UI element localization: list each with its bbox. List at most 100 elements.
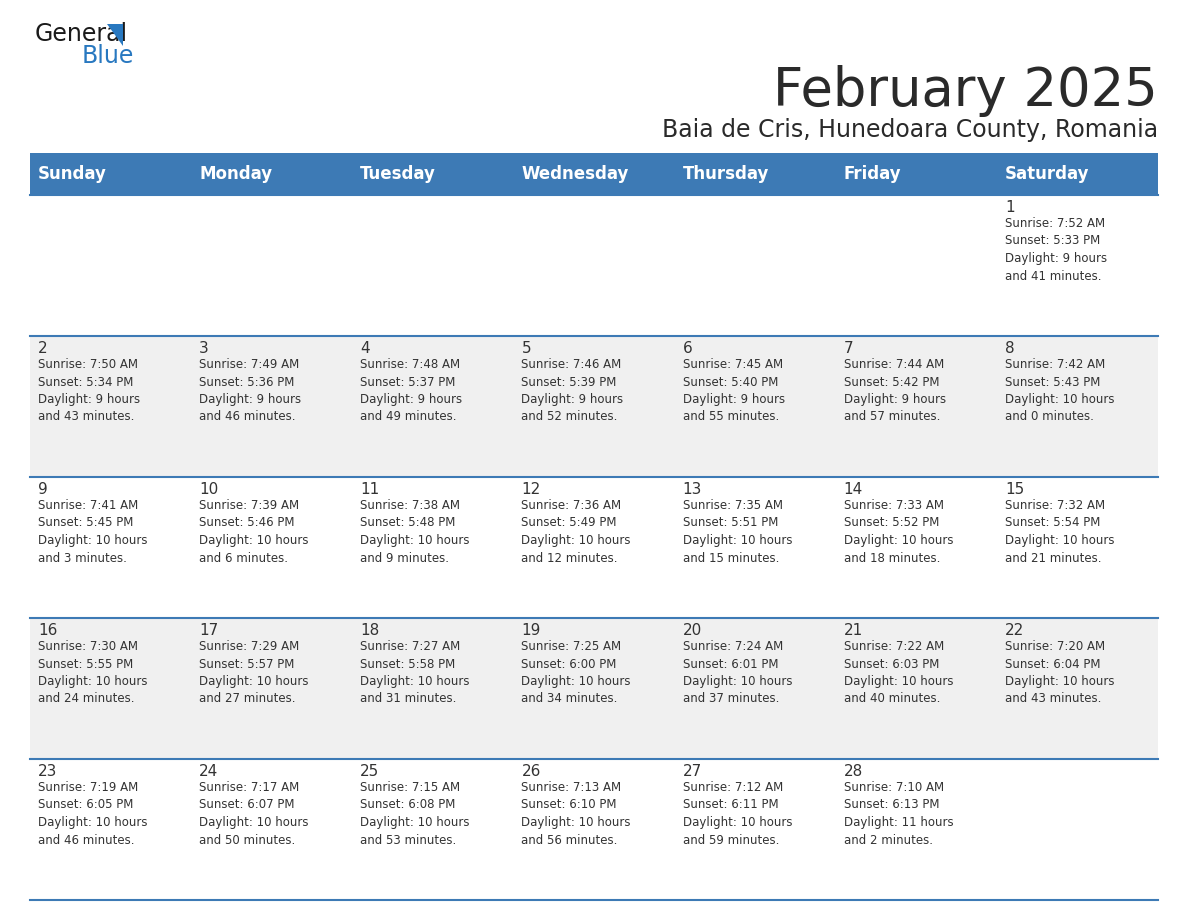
Text: Sunrise: 7:27 AM
Sunset: 5:58 PM
Daylight: 10 hours
and 31 minutes.: Sunrise: 7:27 AM Sunset: 5:58 PM Dayligh… bbox=[360, 640, 469, 706]
Bar bbox=[997, 477, 1158, 618]
Text: Thursday: Thursday bbox=[683, 165, 769, 183]
Text: 23: 23 bbox=[38, 764, 57, 779]
Text: Friday: Friday bbox=[843, 165, 902, 183]
Text: 8: 8 bbox=[1005, 341, 1015, 356]
Text: Sunrise: 7:32 AM
Sunset: 5:54 PM
Daylight: 10 hours
and 21 minutes.: Sunrise: 7:32 AM Sunset: 5:54 PM Dayligh… bbox=[1005, 499, 1114, 565]
Text: 9: 9 bbox=[38, 482, 48, 497]
Text: Blue: Blue bbox=[82, 44, 134, 68]
Text: 14: 14 bbox=[843, 482, 862, 497]
Bar bbox=[997, 618, 1158, 759]
Bar bbox=[30, 153, 191, 195]
Bar bbox=[835, 477, 997, 618]
Bar bbox=[191, 477, 353, 618]
Bar bbox=[191, 153, 353, 195]
Bar bbox=[835, 336, 997, 477]
Text: 24: 24 bbox=[200, 764, 219, 779]
Bar bbox=[191, 336, 353, 477]
Text: February 2025: February 2025 bbox=[773, 65, 1158, 117]
Text: Sunrise: 7:45 AM
Sunset: 5:40 PM
Daylight: 9 hours
and 55 minutes.: Sunrise: 7:45 AM Sunset: 5:40 PM Dayligh… bbox=[683, 358, 785, 423]
Text: Sunrise: 7:25 AM
Sunset: 6:00 PM
Daylight: 10 hours
and 34 minutes.: Sunrise: 7:25 AM Sunset: 6:00 PM Dayligh… bbox=[522, 640, 631, 706]
Text: 10: 10 bbox=[200, 482, 219, 497]
Text: 27: 27 bbox=[683, 764, 702, 779]
Bar bbox=[835, 195, 997, 336]
Bar bbox=[513, 336, 675, 477]
Bar bbox=[353, 195, 513, 336]
Text: Sunrise: 7:48 AM
Sunset: 5:37 PM
Daylight: 9 hours
and 49 minutes.: Sunrise: 7:48 AM Sunset: 5:37 PM Dayligh… bbox=[360, 358, 462, 423]
Text: Sunrise: 7:52 AM
Sunset: 5:33 PM
Daylight: 9 hours
and 41 minutes.: Sunrise: 7:52 AM Sunset: 5:33 PM Dayligh… bbox=[1005, 217, 1107, 283]
Bar bbox=[675, 759, 835, 900]
Text: Sunrise: 7:24 AM
Sunset: 6:01 PM
Daylight: 10 hours
and 37 minutes.: Sunrise: 7:24 AM Sunset: 6:01 PM Dayligh… bbox=[683, 640, 792, 706]
Text: 5: 5 bbox=[522, 341, 531, 356]
Bar bbox=[675, 618, 835, 759]
Text: Sunrise: 7:30 AM
Sunset: 5:55 PM
Daylight: 10 hours
and 24 minutes.: Sunrise: 7:30 AM Sunset: 5:55 PM Dayligh… bbox=[38, 640, 147, 706]
Bar bbox=[513, 477, 675, 618]
Text: 11: 11 bbox=[360, 482, 379, 497]
Bar bbox=[997, 336, 1158, 477]
Bar bbox=[835, 153, 997, 195]
Text: 12: 12 bbox=[522, 482, 541, 497]
Text: Sunrise: 7:12 AM
Sunset: 6:11 PM
Daylight: 10 hours
and 59 minutes.: Sunrise: 7:12 AM Sunset: 6:11 PM Dayligh… bbox=[683, 781, 792, 846]
Text: Sunrise: 7:35 AM
Sunset: 5:51 PM
Daylight: 10 hours
and 15 minutes.: Sunrise: 7:35 AM Sunset: 5:51 PM Dayligh… bbox=[683, 499, 792, 565]
Text: Sunrise: 7:10 AM
Sunset: 6:13 PM
Daylight: 11 hours
and 2 minutes.: Sunrise: 7:10 AM Sunset: 6:13 PM Dayligh… bbox=[843, 781, 953, 846]
Text: Sunrise: 7:29 AM
Sunset: 5:57 PM
Daylight: 10 hours
and 27 minutes.: Sunrise: 7:29 AM Sunset: 5:57 PM Dayligh… bbox=[200, 640, 309, 706]
Text: 22: 22 bbox=[1005, 623, 1024, 638]
Bar bbox=[835, 759, 997, 900]
Text: Sunrise: 7:19 AM
Sunset: 6:05 PM
Daylight: 10 hours
and 46 minutes.: Sunrise: 7:19 AM Sunset: 6:05 PM Dayligh… bbox=[38, 781, 147, 846]
Polygon shape bbox=[107, 24, 124, 46]
Text: Sunrise: 7:15 AM
Sunset: 6:08 PM
Daylight: 10 hours
and 53 minutes.: Sunrise: 7:15 AM Sunset: 6:08 PM Dayligh… bbox=[360, 781, 469, 846]
Bar bbox=[30, 477, 191, 618]
Text: 28: 28 bbox=[843, 764, 862, 779]
Bar bbox=[513, 759, 675, 900]
Bar bbox=[513, 153, 675, 195]
Text: Sunrise: 7:22 AM
Sunset: 6:03 PM
Daylight: 10 hours
and 40 minutes.: Sunrise: 7:22 AM Sunset: 6:03 PM Dayligh… bbox=[843, 640, 953, 706]
Bar bbox=[191, 618, 353, 759]
Text: 19: 19 bbox=[522, 623, 541, 638]
Bar bbox=[353, 759, 513, 900]
Text: 15: 15 bbox=[1005, 482, 1024, 497]
Bar bbox=[835, 618, 997, 759]
Bar bbox=[675, 153, 835, 195]
Text: 26: 26 bbox=[522, 764, 541, 779]
Text: Sunrise: 7:49 AM
Sunset: 5:36 PM
Daylight: 9 hours
and 46 minutes.: Sunrise: 7:49 AM Sunset: 5:36 PM Dayligh… bbox=[200, 358, 302, 423]
Text: General: General bbox=[34, 22, 128, 46]
Text: 2: 2 bbox=[38, 341, 48, 356]
Text: 4: 4 bbox=[360, 341, 369, 356]
Text: Saturday: Saturday bbox=[1005, 165, 1089, 183]
Text: Wednesday: Wednesday bbox=[522, 165, 628, 183]
Text: Sunrise: 7:44 AM
Sunset: 5:42 PM
Daylight: 9 hours
and 57 minutes.: Sunrise: 7:44 AM Sunset: 5:42 PM Dayligh… bbox=[843, 358, 946, 423]
Bar bbox=[675, 195, 835, 336]
Text: 16: 16 bbox=[38, 623, 57, 638]
Bar bbox=[353, 618, 513, 759]
Text: 18: 18 bbox=[360, 623, 379, 638]
Bar bbox=[353, 477, 513, 618]
Bar bbox=[353, 153, 513, 195]
Text: Baia de Cris, Hunedoara County, Romania: Baia de Cris, Hunedoara County, Romania bbox=[662, 118, 1158, 142]
Text: Sunrise: 7:46 AM
Sunset: 5:39 PM
Daylight: 9 hours
and 52 minutes.: Sunrise: 7:46 AM Sunset: 5:39 PM Dayligh… bbox=[522, 358, 624, 423]
Bar bbox=[30, 759, 191, 900]
Text: Sunrise: 7:17 AM
Sunset: 6:07 PM
Daylight: 10 hours
and 50 minutes.: Sunrise: 7:17 AM Sunset: 6:07 PM Dayligh… bbox=[200, 781, 309, 846]
Text: 1: 1 bbox=[1005, 200, 1015, 215]
Bar bbox=[513, 618, 675, 759]
Text: 3: 3 bbox=[200, 341, 209, 356]
Text: 7: 7 bbox=[843, 341, 853, 356]
Text: 13: 13 bbox=[683, 482, 702, 497]
Text: 21: 21 bbox=[843, 623, 862, 638]
Text: Sunrise: 7:39 AM
Sunset: 5:46 PM
Daylight: 10 hours
and 6 minutes.: Sunrise: 7:39 AM Sunset: 5:46 PM Dayligh… bbox=[200, 499, 309, 565]
Bar bbox=[675, 336, 835, 477]
Text: Sunrise: 7:13 AM
Sunset: 6:10 PM
Daylight: 10 hours
and 56 minutes.: Sunrise: 7:13 AM Sunset: 6:10 PM Dayligh… bbox=[522, 781, 631, 846]
Text: Monday: Monday bbox=[200, 165, 272, 183]
Bar bbox=[191, 195, 353, 336]
Bar bbox=[513, 195, 675, 336]
Bar bbox=[675, 477, 835, 618]
Bar bbox=[353, 336, 513, 477]
Text: Sunrise: 7:50 AM
Sunset: 5:34 PM
Daylight: 9 hours
and 43 minutes.: Sunrise: 7:50 AM Sunset: 5:34 PM Dayligh… bbox=[38, 358, 140, 423]
Bar bbox=[997, 195, 1158, 336]
Bar bbox=[997, 153, 1158, 195]
Text: Sunrise: 7:36 AM
Sunset: 5:49 PM
Daylight: 10 hours
and 12 minutes.: Sunrise: 7:36 AM Sunset: 5:49 PM Dayligh… bbox=[522, 499, 631, 565]
Text: Sunrise: 7:33 AM
Sunset: 5:52 PM
Daylight: 10 hours
and 18 minutes.: Sunrise: 7:33 AM Sunset: 5:52 PM Dayligh… bbox=[843, 499, 953, 565]
Bar bbox=[191, 759, 353, 900]
Text: Sunrise: 7:42 AM
Sunset: 5:43 PM
Daylight: 10 hours
and 0 minutes.: Sunrise: 7:42 AM Sunset: 5:43 PM Dayligh… bbox=[1005, 358, 1114, 423]
Text: 25: 25 bbox=[360, 764, 379, 779]
Text: 6: 6 bbox=[683, 341, 693, 356]
Text: Sunrise: 7:38 AM
Sunset: 5:48 PM
Daylight: 10 hours
and 9 minutes.: Sunrise: 7:38 AM Sunset: 5:48 PM Dayligh… bbox=[360, 499, 469, 565]
